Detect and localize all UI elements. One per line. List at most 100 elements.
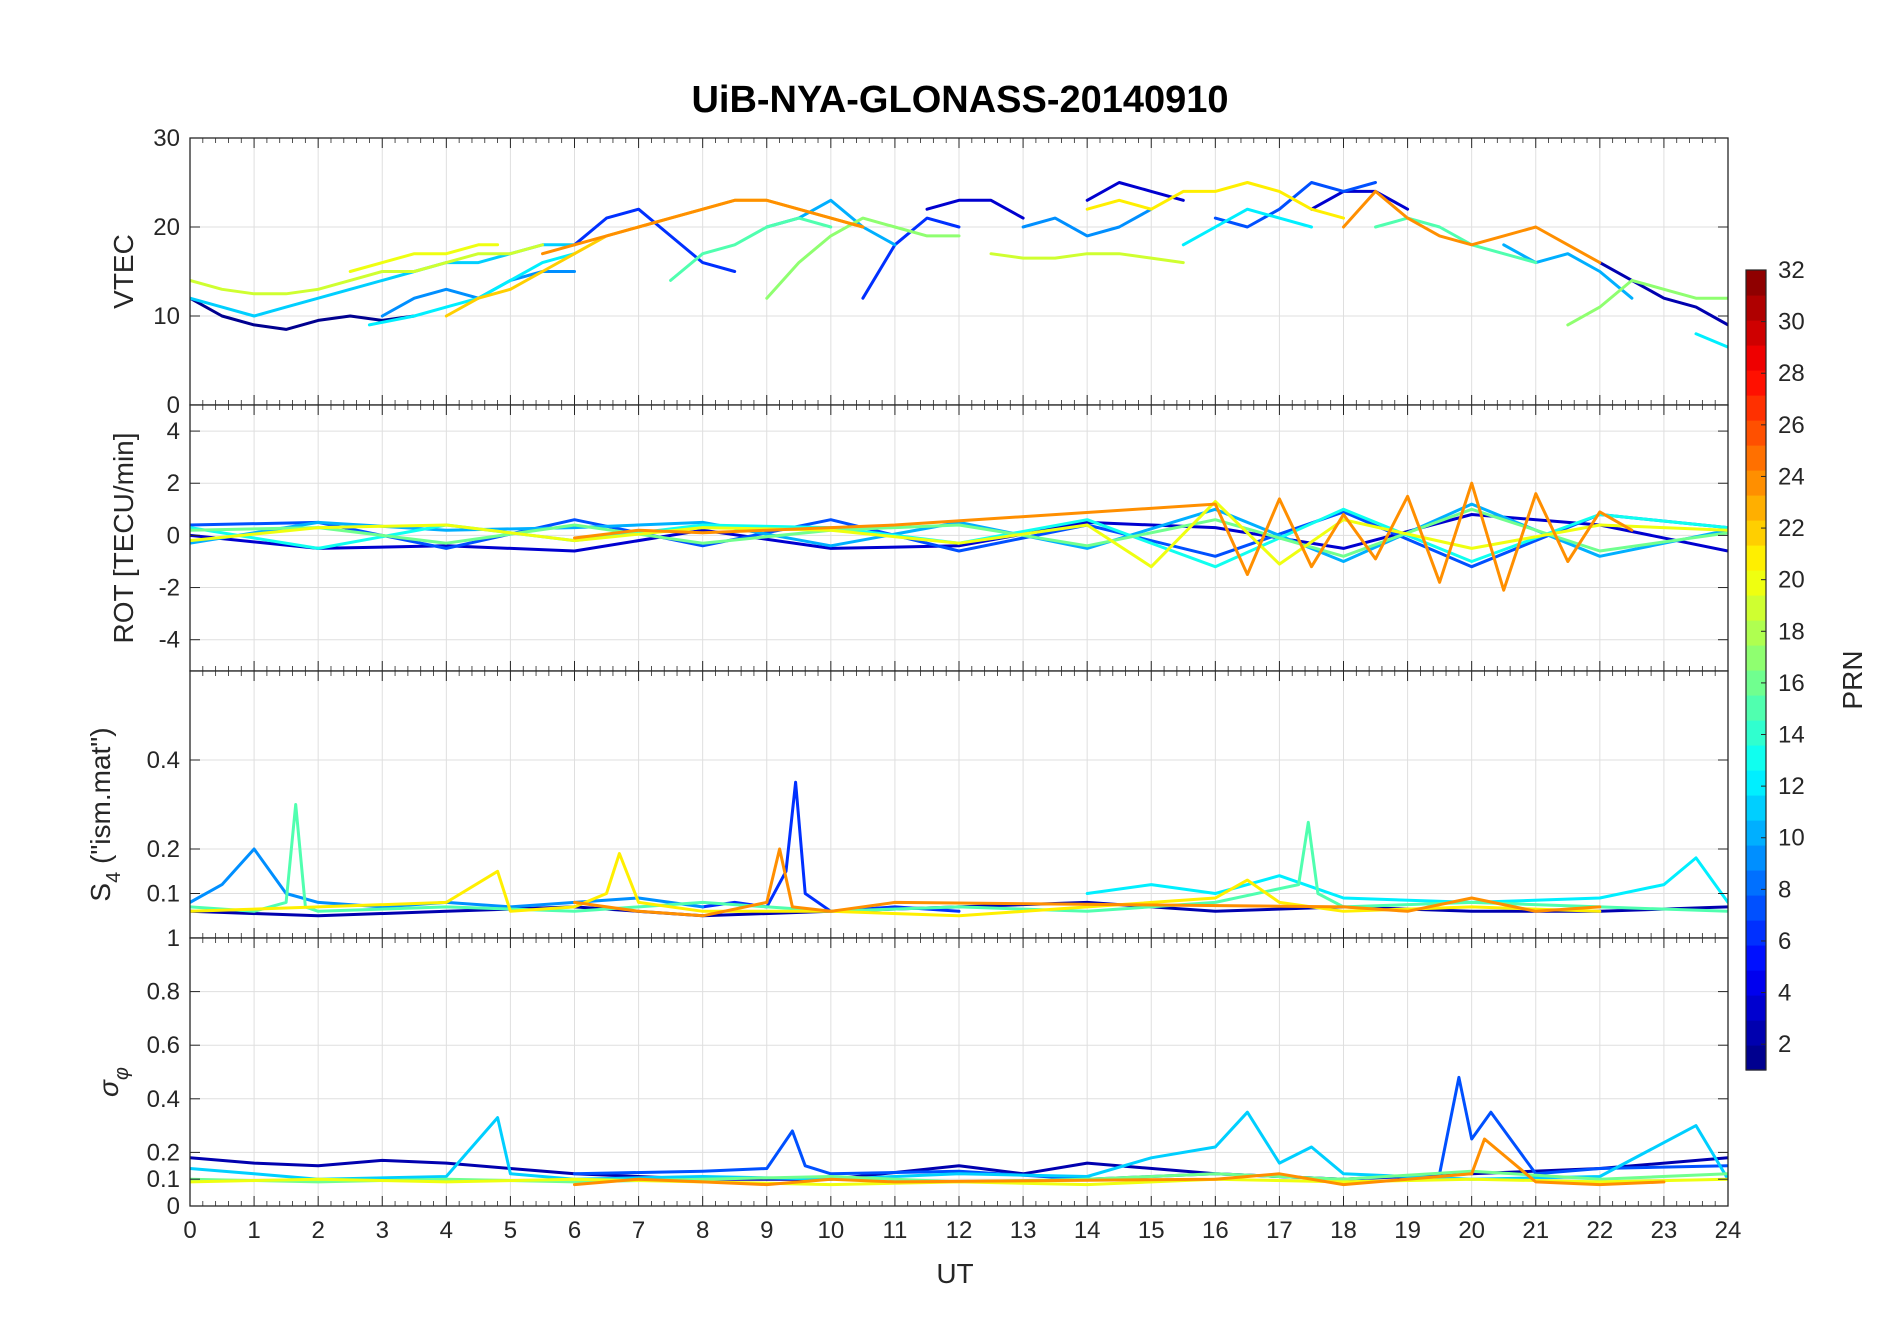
colorbar-level: [1746, 395, 1766, 421]
colorbar-tick-label: 6: [1778, 928, 1791, 955]
colorbar-level: [1746, 595, 1766, 621]
vtec-series-prn-1: [190, 296, 416, 331]
colorbar-level: [1746, 520, 1766, 546]
colorbar-tick-label: 10: [1778, 825, 1805, 852]
rot-y-tick-label: 0: [167, 522, 180, 549]
s4-series-group: [190, 780, 1728, 918]
colorbar-tick-label: 22: [1778, 515, 1805, 542]
sigma_phi-y-tick-label: 0.1: [147, 1166, 180, 1193]
vtec-series-prn-21: [1085, 181, 1345, 220]
colorbar-level: [1746, 645, 1766, 671]
x-tick-label: 11: [882, 1217, 907, 1244]
colorbar-level: [1746, 845, 1766, 871]
x-tick-label: 16: [1202, 1217, 1229, 1244]
vtec-series-prn-3: [1310, 189, 1410, 211]
s4-y-tick-label: 0.1: [147, 881, 180, 908]
vtec-series-prn-17: [765, 216, 961, 300]
vtec-series-prn-17: [1566, 278, 1728, 327]
x-tick-label: 9: [760, 1217, 773, 1244]
sigma_phi-series-group: [190, 1075, 1728, 1187]
colorbar-level: [1746, 370, 1766, 396]
x-tick-label: 8: [696, 1217, 709, 1244]
s4-y-axis-label-main: S: [85, 883, 116, 902]
colorbar-level: [1746, 545, 1766, 571]
colorbar-level: [1746, 295, 1766, 321]
vtec-series-prn-19: [190, 243, 544, 296]
colorbar-tick-label: 4: [1778, 980, 1791, 1007]
colorbar-level: [1746, 1045, 1766, 1071]
colorbar-frame: [1745, 269, 1767, 1071]
rot-series-group: [190, 481, 1728, 592]
sigma_phi-y-tick-label: 0.8: [147, 979, 180, 1006]
colorbar-tick-label: 26: [1778, 412, 1805, 439]
vtec-series-prn-7: [1213, 181, 1377, 229]
colorbar-level: [1746, 270, 1766, 296]
panel-rot: -4 -2 0 2 4 ROT [TECU/min]: [108, 404, 1729, 672]
colorbar-level: [1746, 995, 1766, 1021]
vtec-y-tick-label: 10: [153, 303, 180, 330]
colorbar-level: [1746, 895, 1766, 921]
panel-s4: 0.1 0.2 0.4 S4 ("ism.mat"): [85, 670, 1729, 939]
rot-series-prn-16: [190, 507, 1728, 558]
x-tick-label: 24: [1715, 1217, 1742, 1244]
rot-y-tick-label: -2: [159, 575, 180, 602]
vtec-series-prn-24: [541, 198, 865, 256]
x-tick-label: 14: [1074, 1217, 1101, 1244]
vtec-series-prn-15: [669, 216, 833, 282]
rot-series-prn-10: [190, 502, 1728, 563]
colorbar-level: [1746, 320, 1766, 346]
x-tick-label: 20: [1458, 1217, 1485, 1244]
vtec-y-tick-label: 0: [167, 392, 180, 419]
s4-y-axis-label-rest: ("ism.mat"): [85, 727, 116, 871]
colorbar-tick-label: 20: [1778, 567, 1805, 594]
x-tick-label: 12: [946, 1217, 973, 1244]
vtec-series-prn-24: [1342, 189, 1602, 265]
panel-vtec: 0 10 20 30 VTEC: [108, 125, 1729, 419]
s4-y-tick-label: 0.4: [147, 747, 180, 774]
s4-series-prn-21: [190, 852, 1602, 918]
s4-series-prn-24: [573, 847, 1602, 918]
sigma_phi-series-prn-24: [573, 1137, 1666, 1187]
vtec-series-prn-10: [1502, 243, 1634, 300]
colorbar-level: [1746, 795, 1766, 821]
rot-series-prn-24: [573, 481, 1634, 592]
colorbar-tick-label: 14: [1778, 722, 1805, 749]
rot-y-tick-label: -4: [159, 627, 180, 654]
s4-y-axis-label: S4 ("ism.mat"): [85, 727, 125, 901]
rot-y-tick-label: 4: [167, 418, 180, 445]
vtec-series-prn-12: [1694, 332, 1728, 349]
x-tick-label: 4: [440, 1217, 453, 1244]
vtec-series-prn-15: [1374, 216, 1538, 265]
x-tick-label: 3: [376, 1217, 389, 1244]
x-tick-label: 7: [632, 1217, 645, 1244]
colorbar-level: [1746, 820, 1766, 846]
s4-y-axis-label-sub: 4: [103, 872, 125, 883]
colorbar-tick-label: 2: [1778, 1031, 1791, 1058]
colorbar-label: PRN: [1837, 650, 1868, 709]
vtec-series-prn-3: [1085, 181, 1185, 202]
colorbar-tick-label: 16: [1778, 670, 1805, 697]
colorbar-level: [1746, 495, 1766, 521]
colorbar-level: [1746, 620, 1766, 646]
sigma-phi-y-axis-label-sub: φ: [111, 1067, 133, 1080]
vtec-series-prn-20: [348, 243, 500, 273]
colorbar-level: [1746, 920, 1766, 946]
vtec-y-tick-label: 20: [153, 214, 180, 241]
colorbar-level: [1746, 670, 1766, 696]
sigma-phi-y-axis-label: σφ: [93, 1067, 133, 1097]
vtec-series-prn-19: [989, 252, 1185, 265]
sigma_phi-y-tick-label: 0.6: [147, 1032, 180, 1059]
colorbar-tick-label: 12: [1778, 773, 1805, 800]
colorbar-level: [1746, 970, 1766, 996]
rot-series-prn-7: [190, 510, 1728, 569]
s4-series-prn-12: [1085, 856, 1728, 904]
colorbar-level: [1746, 720, 1766, 746]
colorbar-level: [1746, 745, 1766, 771]
s4-series-prn-15: [190, 803, 1728, 913]
chart-title: UiB-NYA-GLONASS-20140910: [691, 79, 1228, 121]
colorbar-tick-label: 30: [1778, 309, 1805, 336]
